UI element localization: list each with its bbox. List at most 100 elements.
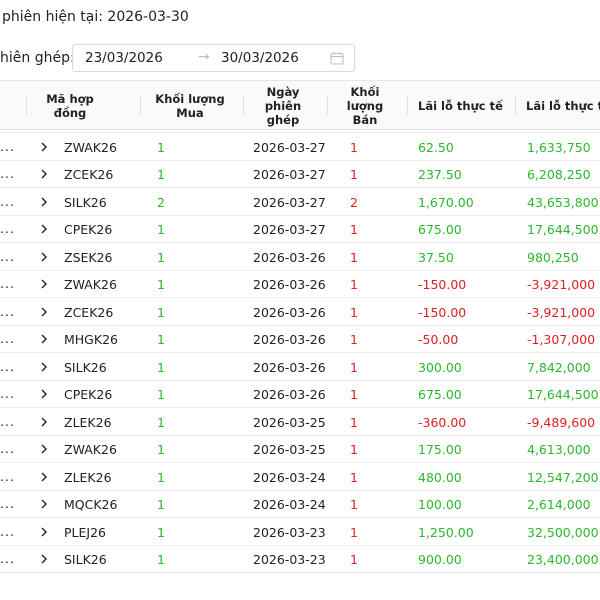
table-row[interactable]: ... ZWAK26 1 2026-03-27 1 62.50 1,633,750 — [0, 133, 600, 161]
table-row[interactable]: ... MHGK26 1 2026-03-26 1 -50.00 -1,307,000 — [0, 326, 600, 353]
row-action-menu[interactable]: ... — [0, 358, 15, 374]
table-row[interactable]: ... ZWAK26 1 2026-03-26 1 -150.00 -3,921,000 — [0, 271, 600, 298]
realized-pnl-vnd: -9,489,600 — [527, 414, 596, 430]
contract-code: ZWAK26 — [64, 277, 117, 292]
chevron-right-icon[interactable] — [39, 443, 49, 455]
table-row[interactable]: ... CPEK26 1 2026-03-27 1 675.00 17,644,500 — [0, 216, 600, 243]
match-date: 2026-03-24 — [253, 469, 326, 485]
table-row[interactable]: ... SILK26 1 2026-03-26 1 300.00 7,842,000 — [0, 353, 600, 381]
chevron-right-icon[interactable] — [39, 498, 49, 510]
match-date: 2026-03-25 — [253, 414, 326, 430]
buy-qty: 1 — [157, 552, 165, 567]
realized-pnl-vnd: 12,547,200 — [527, 469, 599, 485]
row-action-menu[interactable]: ... — [0, 303, 15, 319]
range-arrow-icon: → — [198, 49, 210, 65]
match-date: 2026-03-27 — [253, 194, 326, 210]
chevron-right-icon[interactable] — [39, 141, 49, 153]
realized-pnl-vnd: 1,633,750 — [527, 139, 591, 155]
row-action-menu[interactable]: ... — [0, 551, 15, 566]
buy-qty: 1 — [157, 524, 165, 540]
contract-code: SILK26 — [64, 359, 107, 375]
column-separator — [243, 95, 244, 115]
date-range-picker[interactable]: 23/03/2026 → 30/03/2026 — [72, 44, 355, 72]
realized-pnl: 175.00 — [418, 442, 462, 457]
row-action-menu[interactable]: ... — [0, 468, 15, 484]
contract-code: ZLEK26 — [64, 414, 112, 430]
col-realized-pnl-vnd[interactable]: Lãi lỗ thực tế (V — [526, 98, 600, 113]
contract-code: ZWAK26 — [64, 139, 117, 155]
row-action-menu[interactable]: ... — [0, 138, 15, 154]
contract-code: SILK26 — [64, 194, 107, 210]
chevron-right-icon[interactable] — [39, 223, 49, 235]
chevron-right-icon[interactable] — [39, 526, 49, 538]
col-buy-qty[interactable]: Khối lượng Mua — [155, 91, 225, 120]
realized-pnl-vnd: 32,500,000 — [527, 524, 599, 540]
table-row[interactable]: ... ZCEK26 1 2026-03-27 1 237.50 6,208,250 — [0, 161, 600, 188]
chevron-right-icon[interactable] — [39, 278, 49, 290]
chevron-right-icon[interactable] — [39, 251, 49, 263]
table-row[interactable]: ... PLEJ26 1 2026-03-23 1 1,250.00 32,500,000 — [0, 518, 600, 546]
row-action-menu[interactable]: ... — [0, 523, 15, 539]
buy-qty: 1 — [157, 304, 165, 320]
col-contract-code[interactable]: Mã hợp đồng — [46, 91, 94, 120]
row-action-menu[interactable]: ... — [0, 441, 15, 456]
table-row[interactable]: ... ZCEK26 1 2026-03-26 1 -150.00 -3,921,000 — [0, 298, 600, 326]
realized-pnl-vnd: 17,644,500 — [527, 222, 599, 237]
chevron-right-icon[interactable] — [39, 416, 49, 428]
chevron-right-icon[interactable] — [39, 388, 49, 400]
chevron-right-icon[interactable] — [39, 306, 49, 318]
chevron-right-icon[interactable] — [39, 196, 49, 208]
realized-pnl: 1,250.00 — [418, 524, 474, 540]
table-row[interactable]: ... MQCK26 1 2026-03-24 1 100.00 2,614,000 — [0, 491, 600, 518]
match-date: 2026-03-26 — [253, 387, 326, 402]
chevron-right-icon[interactable] — [39, 471, 49, 483]
sell-qty: 1 — [350, 414, 358, 430]
chevron-right-icon[interactable] — [39, 333, 49, 345]
match-date: 2026-03-26 — [253, 249, 326, 265]
contract-code: PLEJ26 — [64, 524, 106, 540]
table-row[interactable]: ... CPEK26 1 2026-03-26 1 675.00 17,644,500 — [0, 381, 600, 408]
table-row[interactable]: ... SILK26 2 2026-03-27 2 1,670.00 43,653,800 — [0, 188, 600, 216]
buy-qty: 1 — [157, 359, 165, 375]
row-action-menu[interactable]: ... — [0, 221, 15, 236]
match-date: 2026-03-27 — [253, 222, 326, 237]
col-sell-qty[interactable]: Khối lượng Bán — [346, 84, 384, 127]
end-date-input[interactable]: 30/03/2026 — [221, 50, 299, 66]
contract-code: ZCEK26 — [64, 304, 114, 320]
table-row[interactable]: ... SILK26 1 2026-03-23 1 900.00 23,400,000 — [0, 546, 600, 572]
row-action-menu[interactable]: ... — [0, 248, 15, 264]
row-action-menu[interactable]: ... — [0, 166, 15, 181]
buy-qty: 1 — [157, 139, 165, 155]
date-filter-label: hiên ghép: — [0, 50, 75, 66]
chevron-right-icon[interactable] — [39, 553, 49, 565]
contract-code: ZSEK26 — [64, 249, 113, 265]
chevron-right-icon[interactable] — [39, 168, 49, 180]
table-row[interactable]: ... ZSEK26 1 2026-03-26 1 37.50 980,250 — [0, 243, 600, 271]
table-row[interactable]: ... ZLEK26 1 2026-03-24 1 480.00 12,547,200 — [0, 463, 600, 491]
sell-qty: 1 — [350, 222, 358, 237]
table-row[interactable]: ... ZWAK26 1 2026-03-25 1 175.00 4,613,000 — [0, 436, 600, 463]
contract-code: CPEK26 — [64, 222, 113, 237]
row-action-menu[interactable]: ... — [0, 386, 15, 401]
column-separator — [327, 95, 328, 115]
buy-qty: 1 — [157, 249, 165, 265]
contract-code: SILK26 — [64, 552, 107, 567]
start-date-input[interactable]: 23/03/2026 — [85, 50, 163, 66]
match-date: 2026-03-26 — [253, 332, 326, 347]
buy-qty: 1 — [157, 167, 165, 182]
table-row[interactable]: ... ZLEK26 1 2026-03-25 1 -360.00 -9,489,600 — [0, 408, 600, 436]
row-action-menu[interactable]: ... — [0, 331, 15, 346]
row-action-menu[interactable]: ... — [0, 276, 15, 291]
contract-code: CPEK26 — [64, 387, 113, 402]
col-match-date[interactable]: Ngày phiên ghép — [264, 84, 302, 127]
column-separator — [140, 95, 141, 115]
row-action-menu[interactable]: ... — [0, 413, 15, 429]
col-realized-pnl[interactable]: Lãi lỗ thực tế — [418, 98, 503, 113]
row-action-menu[interactable]: ... — [0, 193, 15, 209]
sell-qty: 1 — [350, 332, 358, 347]
row-action-menu[interactable]: ... — [0, 496, 15, 511]
calendar-icon[interactable] — [330, 51, 344, 65]
match-date: 2026-03-23 — [253, 524, 326, 540]
chevron-right-icon[interactable] — [39, 361, 49, 373]
matched-trades-table: Mã hợp đồng Khối lượng Mua Ngày phiên gh… — [0, 80, 600, 573]
